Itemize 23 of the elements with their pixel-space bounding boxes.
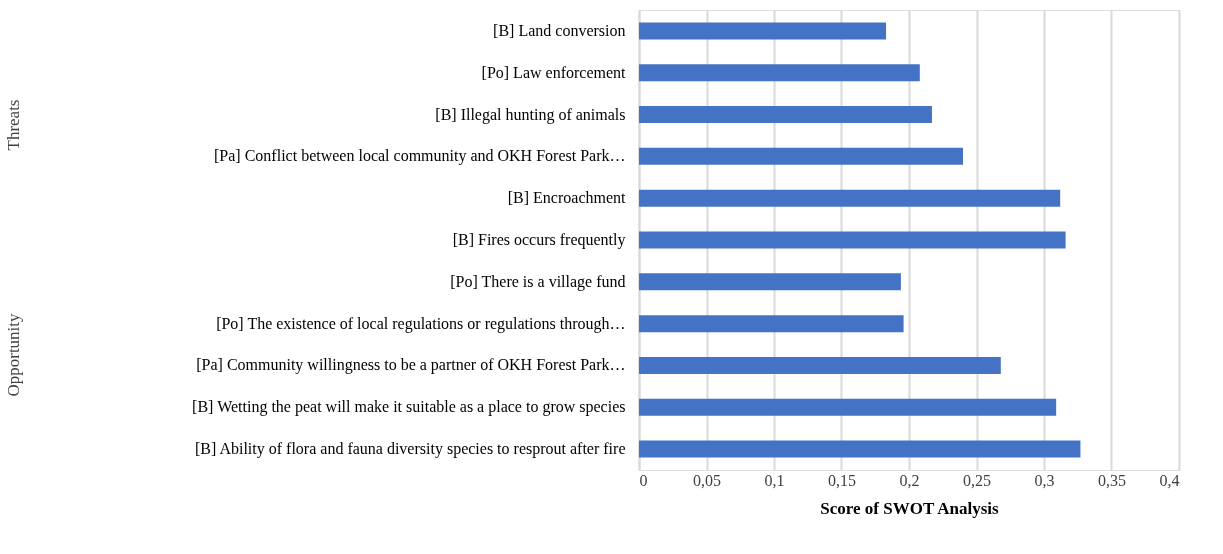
y-tick-label: [B] Fires occurs frequently [452, 231, 626, 249]
x-tick-label: 0,25 [963, 471, 991, 489]
y-tick-label: [Po] There is a village fund [450, 272, 626, 291]
y-tick-label: [B] Illegal hunting of animals [435, 105, 626, 124]
y-tick-label: [B] Wetting the peat will make it suitable as a place to grow species [192, 398, 626, 417]
x-tick-label: 0,35 [1098, 471, 1126, 489]
y-tick-label: [Po] Law enforcement [481, 63, 627, 81]
y-tick-label: [B] Encroachment [507, 189, 627, 207]
x-tick-label: 0,3 [1034, 471, 1055, 489]
text: Opportunity [4, 312, 23, 397]
x-tick-label: 0,4 [1159, 471, 1180, 489]
x-axis-title: Score of SWOT Analysis [820, 498, 1000, 518]
y-tick-label: [Po] The existence of local regulations or regulations through… [216, 314, 626, 333]
y-tick-label: [Pa] Conflict between local community and OKH Forest Park… [214, 147, 626, 166]
x-tick-label: 0,2 [899, 471, 920, 489]
text: Threats [4, 99, 23, 151]
x-tick-label: 0,05 [693, 471, 721, 489]
x-tick-label: 0 [639, 471, 648, 489]
x-tick-label: 0,1 [764, 471, 785, 489]
y-tick-label: [B] Ability of flora and fauna diversity species to resprout after fire [194, 440, 626, 459]
x-tick-label: 0,15 [828, 471, 856, 489]
y-tick-label: [B] Land conversion [493, 21, 626, 39]
y-tick-label: [Pa] Community willingness to be a partner of OKH Forest Park… [196, 356, 626, 375]
